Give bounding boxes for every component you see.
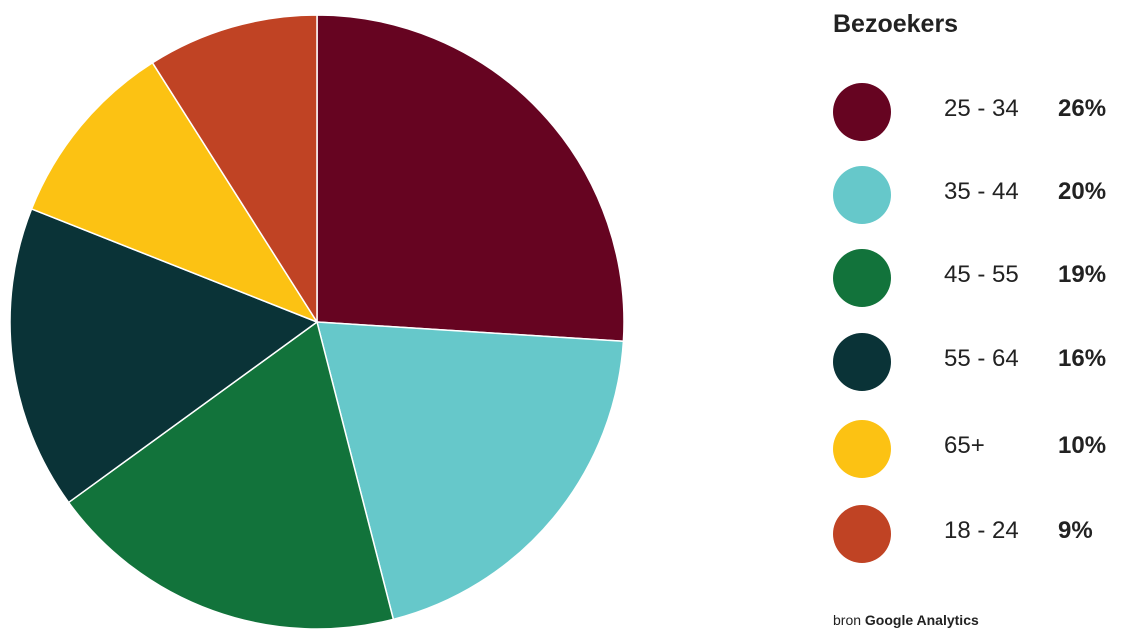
- legend-value: 10%: [1058, 432, 1107, 459]
- legend-label: 18 - 24: [944, 517, 1019, 544]
- source-name: Google Analytics: [864, 612, 979, 628]
- legend-swatch: [833, 249, 891, 307]
- legend-swatch: [833, 505, 891, 563]
- legend-item: 65+ 10%: [833, 420, 1139, 480]
- legend-item: 35 - 44 20%: [833, 166, 1139, 226]
- chart-title: Bezoekers: [833, 10, 959, 38]
- pie-slice: [30, 62, 318, 323]
- legend-item: 45 - 55 19%: [833, 249, 1139, 309]
- legend-item: 18 - 24 9%: [833, 505, 1139, 565]
- pie-chart: [9, 14, 625, 630]
- legend-swatch: [833, 333, 891, 391]
- legend-item: 25 - 34 26%: [833, 83, 1139, 143]
- legend-swatch: [833, 420, 891, 478]
- legend-label: 45 - 55: [944, 261, 1019, 288]
- source-note: bron Google Analytics: [833, 612, 979, 628]
- legend-label: 35 - 44: [944, 178, 1019, 205]
- pie-slice: [9, 208, 318, 504]
- legend-value: 16%: [1058, 345, 1107, 372]
- pie-slice: [316, 321, 625, 621]
- legend-value: 19%: [1058, 261, 1107, 288]
- pie-slice: [67, 321, 395, 630]
- pie-slice: [316, 14, 625, 343]
- legend-swatch: [833, 166, 891, 224]
- source-prefix: bron: [833, 612, 862, 628]
- legend-value: 20%: [1058, 178, 1107, 205]
- legend-value: 26%: [1058, 95, 1107, 122]
- legend-label: 65+: [944, 432, 985, 459]
- legend-label: 55 - 64: [944, 345, 1019, 372]
- legend-value: 9%: [1058, 517, 1093, 544]
- legend-item: 55 - 64 16%: [833, 333, 1139, 393]
- pie-slice: [151, 14, 318, 323]
- legend-swatch: [833, 83, 891, 141]
- legend-label: 25 - 34: [944, 95, 1019, 122]
